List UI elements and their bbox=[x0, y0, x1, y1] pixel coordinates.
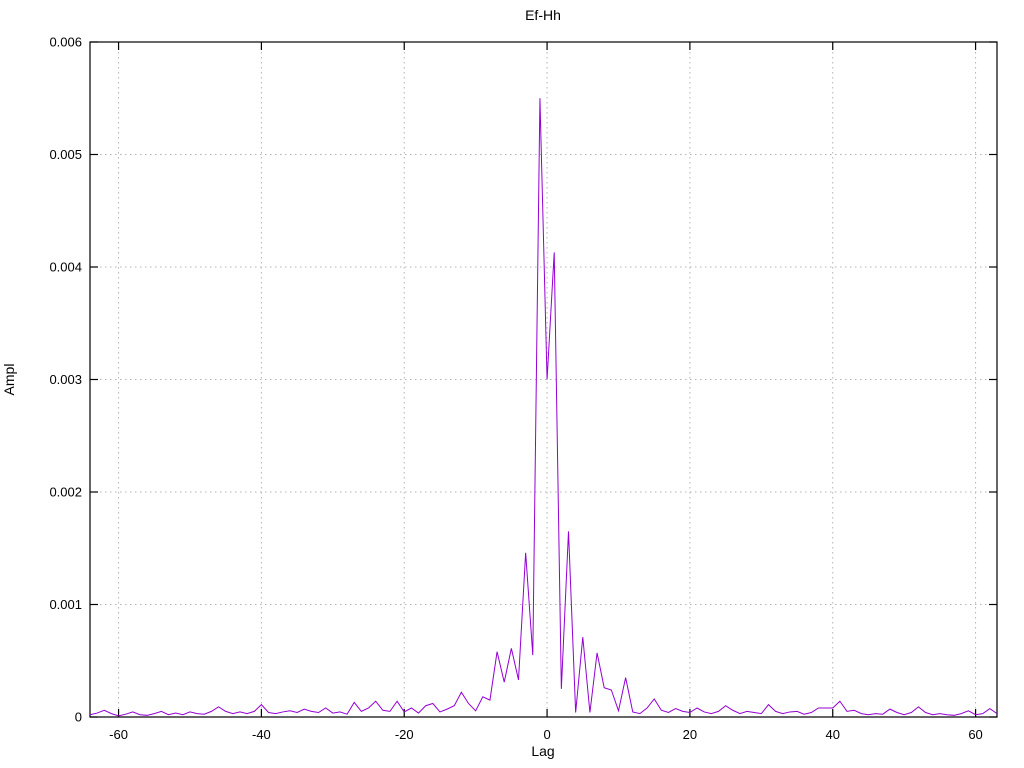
y-axis-label: Ampl bbox=[1, 364, 17, 396]
x-tick-label: 20 bbox=[683, 727, 697, 742]
x-tick-label: 0 bbox=[543, 727, 550, 742]
series-line bbox=[89, 98, 998, 717]
x-tick-label: 40 bbox=[826, 727, 840, 742]
x-tick-label: -20 bbox=[395, 727, 414, 742]
y-tick-label: 0 bbox=[75, 710, 82, 725]
y-tick-label: 0.002 bbox=[49, 485, 82, 500]
x-tick-label: -40 bbox=[252, 727, 271, 742]
x-axis-label: Lag bbox=[531, 743, 554, 759]
x-tick-label: -60 bbox=[109, 727, 128, 742]
y-tick-label: 0.003 bbox=[49, 372, 82, 387]
y-tick-label: 0.006 bbox=[49, 35, 82, 50]
plot-area: -60 -40 -20 0 20 40 60 0 0.001 0.002 0.003 0.004 0.0… bbox=[49, 35, 998, 742]
x-tick-label: 60 bbox=[968, 727, 982, 742]
y-tick-label: 0.001 bbox=[49, 597, 82, 612]
y-tick-label: 0.004 bbox=[49, 260, 82, 275]
chart-title: Ef-Hh bbox=[525, 7, 561, 23]
y-tick-label: 0.005 bbox=[49, 147, 82, 162]
